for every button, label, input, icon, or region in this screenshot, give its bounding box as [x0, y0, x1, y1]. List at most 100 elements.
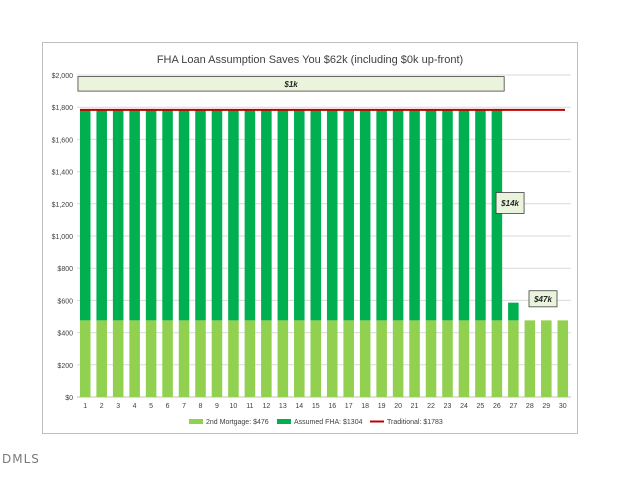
legend-swatch [277, 419, 291, 424]
bar-assumed-fha [129, 110, 140, 321]
bar-2nd-mortgage [195, 320, 206, 397]
x-tick-label: 25 [477, 403, 485, 410]
x-tick-label: 5 [149, 403, 153, 410]
y-tick-label: $1,000 [52, 234, 74, 241]
legend-label: 2nd Mortgage: $476 [206, 419, 269, 426]
x-tick-label: 26 [493, 403, 501, 410]
y-tick-label: $2,000 [52, 73, 74, 80]
bar-2nd-mortgage [508, 320, 519, 397]
bar-assumed-fha [508, 302, 519, 321]
annotation-box [77, 76, 505, 92]
y-tick-label: $1,800 [52, 105, 74, 112]
bar-2nd-mortgage [458, 320, 470, 397]
bar-assumed-fha [475, 110, 486, 321]
bar-2nd-mortgage [294, 320, 305, 397]
y-tick-label: $1,600 [52, 137, 74, 144]
x-tick-label: 3 [116, 403, 120, 410]
legend-swatch [189, 419, 203, 424]
chart-frame: FHA Loan Assumption Saves You $62k (incl… [42, 42, 578, 434]
annotation-label: $47k [533, 295, 552, 304]
legend-label: Assumed FHA: $1304 [294, 419, 363, 426]
bar-2nd-mortgage [376, 320, 387, 397]
bar-2nd-mortgage [359, 320, 371, 397]
x-tick-label: 7 [182, 403, 186, 410]
bar-2nd-mortgage [261, 320, 272, 397]
x-tick-label: 10 [230, 403, 238, 410]
x-tick-label: 2 [100, 403, 104, 410]
bar-assumed-fha [162, 110, 173, 321]
annotation-label: $1k [283, 80, 298, 89]
bar-2nd-mortgage [409, 320, 420, 397]
x-tick-label: 11 [246, 403, 253, 410]
bar-assumed-fha [425, 110, 437, 321]
bar-assumed-fha [310, 110, 322, 321]
bar-assumed-fha [392, 110, 404, 321]
x-tick-label: 6 [166, 403, 170, 410]
bar-2nd-mortgage [112, 320, 124, 397]
x-tick-label: 30 [559, 403, 567, 410]
watermark: DMLS [2, 452, 40, 466]
y-tick-label: $800 [57, 266, 73, 273]
bar-2nd-mortgage [524, 320, 536, 397]
bar-2nd-mortgage [244, 320, 256, 397]
bar-2nd-mortgage [79, 320, 91, 397]
x-tick-label: 4 [133, 403, 137, 410]
x-tick-label: 17 [345, 403, 353, 410]
bar-2nd-mortgage [491, 320, 503, 397]
bar-assumed-fha [294, 110, 305, 321]
y-tick-label: $1,400 [52, 170, 74, 177]
x-tick-label: 21 [411, 403, 419, 410]
bar-assumed-fha [458, 110, 470, 321]
x-tick-label: 22 [427, 403, 435, 410]
x-tick-label: 28 [526, 403, 534, 410]
bar-assumed-fha [442, 110, 453, 321]
bar-2nd-mortgage [442, 320, 453, 397]
bar-assumed-fha [112, 110, 124, 321]
bar-assumed-fha [195, 110, 206, 321]
bar-2nd-mortgage [145, 320, 157, 397]
y-tick-label: $200 [57, 363, 73, 370]
bar-assumed-fha [211, 110, 223, 321]
bar-2nd-mortgage [541, 320, 552, 397]
bar-assumed-fha [376, 110, 387, 321]
bar-assumed-fha [326, 110, 338, 321]
bar-assumed-fha [261, 110, 272, 321]
bar-assumed-fha [244, 110, 256, 321]
bar-assumed-fha [178, 110, 190, 321]
x-tick-label: 14 [295, 403, 303, 410]
x-tick-label: 13 [279, 403, 287, 410]
bar-assumed-fha [277, 110, 289, 321]
bar-assumed-fha [228, 110, 239, 321]
y-tick-label: $0 [65, 395, 73, 402]
bar-2nd-mortgage [475, 320, 486, 397]
y-tick-label: $600 [57, 298, 73, 305]
x-tick-label: 29 [542, 403, 550, 410]
bar-2nd-mortgage [557, 320, 569, 397]
bar-assumed-fha [491, 110, 503, 321]
annotation-box [495, 192, 525, 214]
x-tick-label: 9 [215, 403, 219, 410]
bar-2nd-mortgage [326, 320, 338, 397]
bar-chart: FHA Loan Assumption Saves You $62k (incl… [52, 54, 571, 426]
bar-2nd-mortgage [129, 320, 140, 397]
x-tick-label: 19 [378, 403, 386, 410]
x-tick-label: 16 [328, 403, 336, 410]
bar-2nd-mortgage [425, 320, 437, 397]
x-tick-label: 27 [509, 403, 517, 410]
bar-2nd-mortgage [310, 320, 322, 397]
bar-2nd-mortgage [178, 320, 190, 397]
bar-assumed-fha [145, 110, 157, 321]
legend-label: Traditional: $1783 [387, 419, 443, 426]
x-tick-label: 20 [394, 403, 402, 410]
x-tick-label: 1 [83, 403, 87, 410]
bar-assumed-fha [79, 110, 91, 321]
x-tick-label: 15 [312, 403, 320, 410]
bar-assumed-fha [343, 110, 354, 321]
bar-2nd-mortgage [211, 320, 223, 397]
bar-2nd-mortgage [277, 320, 289, 397]
x-tick-label: 12 [262, 403, 270, 410]
bar-assumed-fha [359, 110, 371, 321]
y-tick-label: $1,200 [52, 202, 74, 209]
x-tick-label: 23 [444, 403, 452, 410]
bar-2nd-mortgage [228, 320, 239, 397]
